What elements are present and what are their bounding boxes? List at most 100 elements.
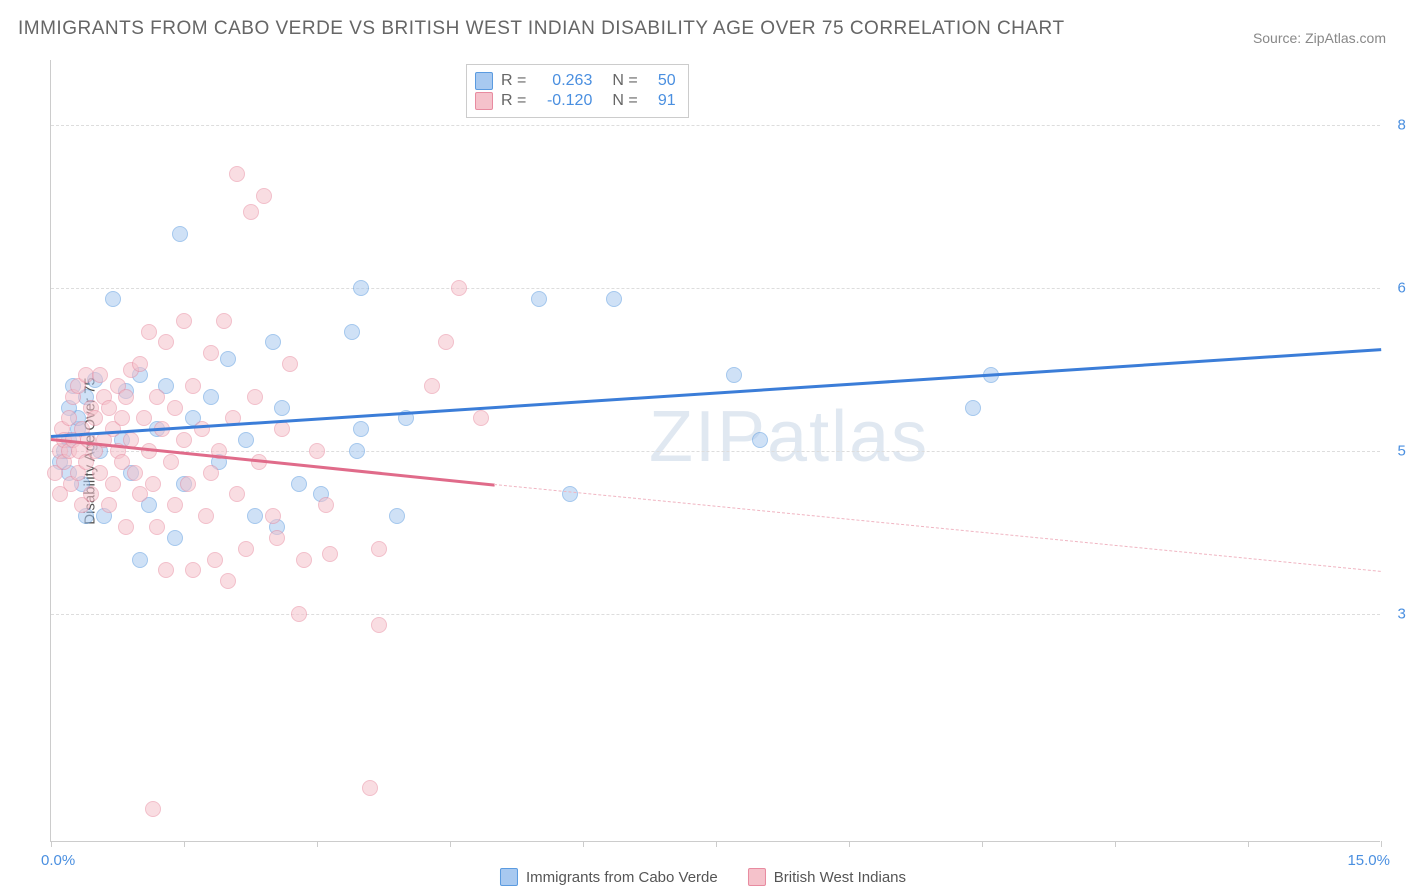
correlation-chart: IMMIGRANTS FROM CABO VERDE VS BRITISH WE… <box>0 0 1406 892</box>
data-point <box>265 508 281 524</box>
data-point <box>163 454 179 470</box>
data-point <box>105 476 121 492</box>
legend-item-blue: Immigrants from Cabo Verde <box>500 868 718 886</box>
data-point <box>101 497 117 513</box>
data-point <box>132 486 148 502</box>
data-point <box>141 324 157 340</box>
data-point <box>149 519 165 535</box>
x-tick <box>450 841 451 847</box>
data-point <box>83 486 99 502</box>
data-point <box>92 367 108 383</box>
data-point <box>752 432 768 448</box>
x-tick <box>1381 841 1382 847</box>
data-point <box>318 497 334 513</box>
x-tick <box>317 841 318 847</box>
data-point <box>606 291 622 307</box>
legend-label-pink: British West Indians <box>774 869 906 886</box>
data-point <box>220 573 236 589</box>
data-point <box>238 541 254 557</box>
y-tick-label: 35.0% <box>1385 605 1406 622</box>
x-tick <box>184 841 185 847</box>
data-point <box>220 351 236 367</box>
data-point <box>296 552 312 568</box>
data-point <box>145 476 161 492</box>
r-label: R = <box>501 72 526 90</box>
swatch-pink-icon <box>748 868 766 886</box>
data-point <box>203 345 219 361</box>
data-point <box>127 465 143 481</box>
data-point <box>167 400 183 416</box>
legend-label-blue: Immigrants from Cabo Verde <box>526 869 718 886</box>
r-value-blue: 0.263 <box>534 72 592 90</box>
grid-line <box>51 451 1380 452</box>
y-tick-label: 65.0% <box>1385 280 1406 297</box>
data-point <box>309 443 325 459</box>
data-point <box>207 552 223 568</box>
trend-line <box>494 484 1381 572</box>
r-label: R = <box>501 92 526 110</box>
n-label: N = <box>612 72 637 90</box>
data-point <box>424 378 440 394</box>
data-point <box>353 280 369 296</box>
data-point <box>185 562 201 578</box>
source-attribution: Source: ZipAtlas.com <box>1253 30 1386 46</box>
x-tick <box>51 841 52 847</box>
data-point <box>562 486 578 502</box>
swatch-blue-icon <box>475 72 493 90</box>
legend-item-pink: British West Indians <box>748 868 906 886</box>
x-axis-min-label: 0.0% <box>41 852 75 869</box>
x-tick <box>1115 841 1116 847</box>
y-tick-label: 80.0% <box>1385 117 1406 134</box>
n-label: N = <box>612 92 637 110</box>
x-tick <box>1248 841 1249 847</box>
data-point <box>965 400 981 416</box>
data-point <box>203 389 219 405</box>
grid-line <box>51 125 1380 126</box>
data-point <box>198 508 214 524</box>
r-value-pink: -0.120 <box>534 92 592 110</box>
data-point <box>282 356 298 372</box>
plot-area: Disability Age Over 75 ZIPatlas R = 0.26… <box>50 60 1380 842</box>
data-point <box>274 400 290 416</box>
data-point <box>176 432 192 448</box>
data-point <box>229 166 245 182</box>
data-point <box>238 432 254 448</box>
data-point <box>531 291 547 307</box>
chart-title: IMMIGRANTS FROM CABO VERDE VS BRITISH WE… <box>18 18 1065 40</box>
x-tick <box>849 841 850 847</box>
x-tick <box>982 841 983 847</box>
data-point <box>371 541 387 557</box>
data-point <box>265 334 281 350</box>
grid-line <box>51 288 1380 289</box>
data-point <box>344 324 360 340</box>
data-point <box>114 410 130 426</box>
data-point <box>132 356 148 372</box>
data-point <box>176 313 192 329</box>
data-point <box>243 204 259 220</box>
data-point <box>353 421 369 437</box>
data-point <box>371 617 387 633</box>
data-point <box>269 530 285 546</box>
data-point <box>145 801 161 817</box>
data-point <box>149 389 165 405</box>
data-point <box>229 486 245 502</box>
correlation-box: R = 0.263 N = 50 R = -0.120 N = 91 <box>466 64 689 118</box>
data-point <box>158 562 174 578</box>
data-point <box>389 508 405 524</box>
data-point <box>451 280 467 296</box>
data-point <box>105 291 121 307</box>
data-point <box>362 780 378 796</box>
data-point <box>291 476 307 492</box>
data-point <box>167 497 183 513</box>
data-point <box>203 465 219 481</box>
y-tick-label: 50.0% <box>1385 443 1406 460</box>
watermark: ZIPatlas <box>649 396 929 478</box>
data-point <box>136 410 152 426</box>
data-point <box>322 546 338 562</box>
data-point <box>349 443 365 459</box>
data-point <box>87 410 103 426</box>
data-point <box>194 421 210 437</box>
swatch-pink-icon <box>475 92 493 110</box>
data-point <box>167 530 183 546</box>
data-point <box>247 389 263 405</box>
